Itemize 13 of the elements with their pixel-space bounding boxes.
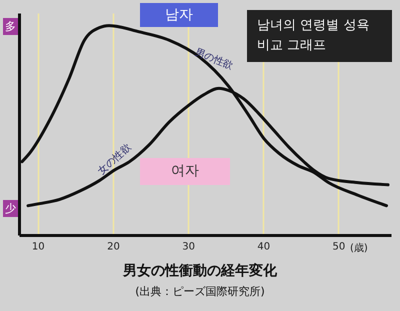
x-tick-label: 20 (107, 242, 120, 252)
text: 男女の性衝動の経年変化 (122, 262, 278, 280)
annotation: 男の性欲 (193, 46, 235, 72)
x-tick-label: 40 (257, 242, 270, 252)
x-tick-label: 30 (182, 242, 195, 252)
x-tick-label: 10 (32, 242, 45, 252)
text: 多 (3, 18, 18, 35)
chart-title: 남녀의 연령별 성욕 비교 그래프 (247, 10, 392, 62)
x-tick-label: 50 (332, 242, 346, 252)
annotation: 女の性欲 (96, 141, 134, 178)
x-axis-title: (歳) (350, 242, 368, 255)
text: 少 (3, 200, 18, 217)
text: (出典：ピーズ国際研究所) (134, 284, 266, 299)
